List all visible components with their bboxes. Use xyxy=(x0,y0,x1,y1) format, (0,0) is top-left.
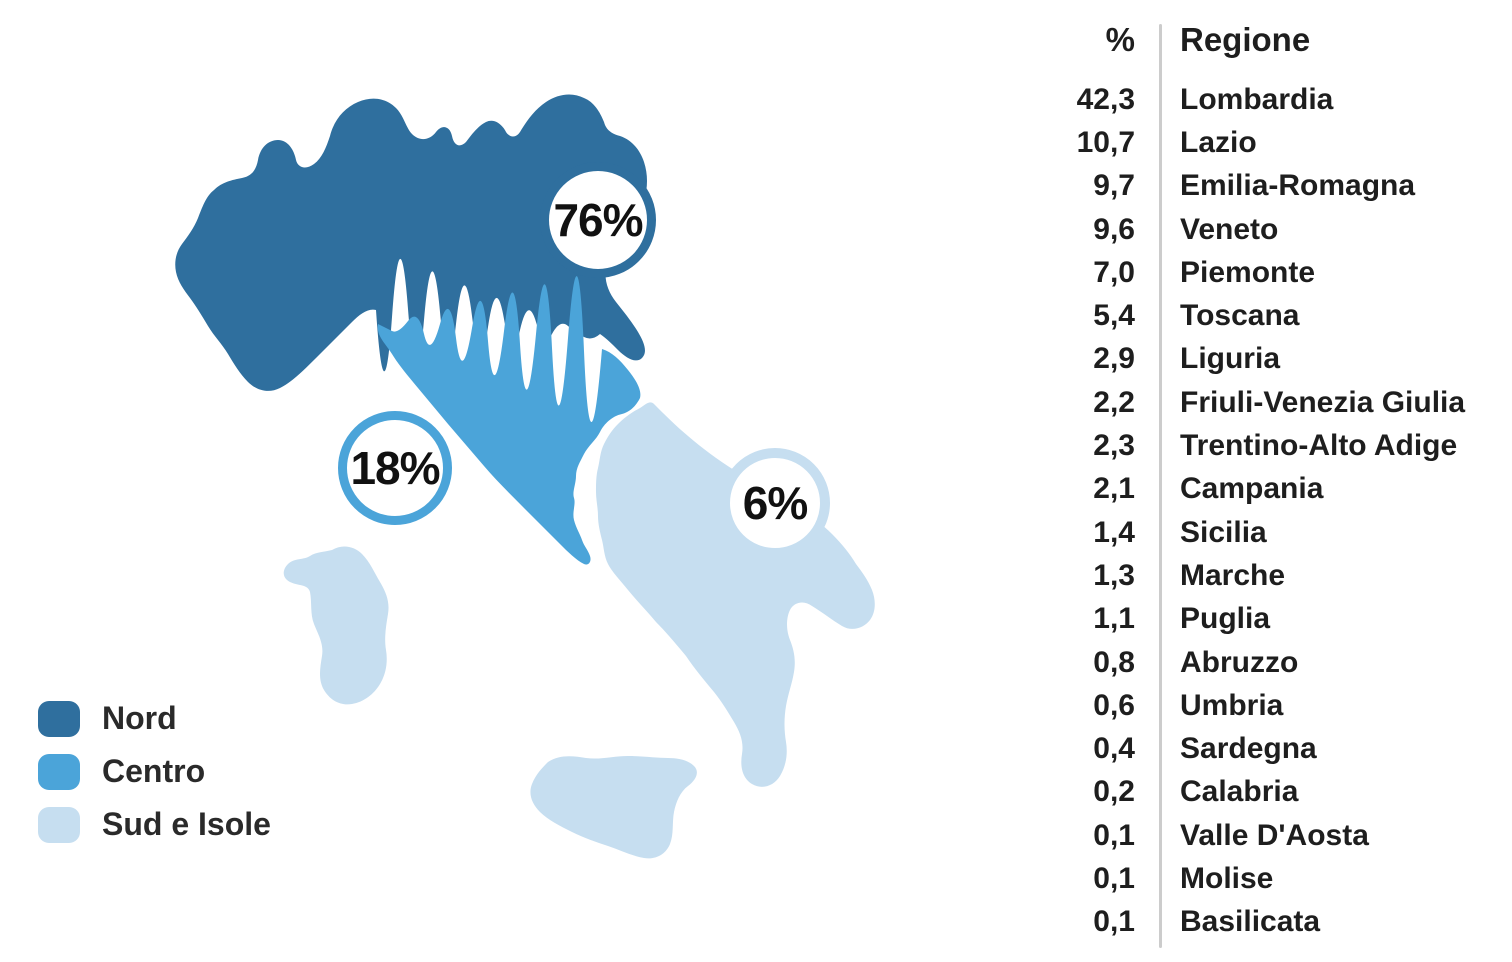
region-percent: 42,3 xyxy=(1076,82,1135,116)
region-name: Umbria xyxy=(1180,688,1284,722)
table-row: 0,2 Calabria xyxy=(1000,771,1500,814)
table-row: 0,6 Umbria xyxy=(1000,684,1500,727)
region-percent: 7,0 xyxy=(1093,255,1135,289)
region-percent: 10,7 xyxy=(1076,125,1135,159)
region-percent: 0,1 xyxy=(1093,861,1135,895)
region-name: Lombardia xyxy=(1180,82,1334,116)
region-name: Sardegna xyxy=(1180,732,1317,766)
region-percent: 0,4 xyxy=(1093,732,1135,766)
legend-label-nord: Nord xyxy=(102,700,177,736)
legend-label-sud: Sud e Isole xyxy=(102,806,271,842)
table-row: 2,2 Friuli-Venezia Giulia xyxy=(1000,381,1500,424)
legend-label-centro: Centro xyxy=(102,753,206,789)
percentage-badge-sud-label: 6% xyxy=(742,477,808,529)
table-row: 7,0 Piemonte xyxy=(1000,251,1500,294)
region-name: Lazio xyxy=(1180,125,1257,159)
region-name: Liguria xyxy=(1180,342,1281,376)
region-percent: 1,4 xyxy=(1093,515,1135,549)
table-body: 42,3 Lombardia 10,7 Lazio 9,7 Emilia-Romagn… xyxy=(1000,78,1500,944)
table-header-percent: % xyxy=(1105,21,1135,58)
map-region-sud xyxy=(596,402,875,787)
map-island-sardegna xyxy=(283,546,389,705)
map-region-nord xyxy=(175,94,647,391)
map-island-sicilia xyxy=(530,756,697,859)
table-row: 0,8 Abruzzo xyxy=(1000,641,1500,684)
region-name: Basilicata xyxy=(1180,905,1321,939)
region-percent: 9,6 xyxy=(1093,212,1135,246)
table-header-region: Regione xyxy=(1180,21,1311,58)
region-percent: 1,3 xyxy=(1093,558,1135,592)
region-name: Molise xyxy=(1180,861,1274,895)
percentage-badge-nord: 76% xyxy=(540,162,656,278)
legend-swatch-centro xyxy=(38,753,80,790)
region-name: Trentino-Alto Adige xyxy=(1180,429,1458,463)
table-row: 9,7 Emilia-Romagna xyxy=(1000,165,1500,208)
table-row: 0,1 Basilicata xyxy=(1000,901,1500,944)
percentage-badge-nord-label: 76% xyxy=(553,194,643,246)
table-row: 10,7 Lazio xyxy=(1000,121,1500,164)
region-name: Emilia-Romagna xyxy=(1180,169,1416,203)
legend-swatch-sud xyxy=(38,806,80,843)
region-percent: 0,1 xyxy=(1093,905,1135,939)
region-name: Friuli-Venezia Giulia xyxy=(1180,385,1466,419)
percentage-badge-centro-label: 18% xyxy=(350,442,440,494)
region-percent: 2,9 xyxy=(1093,342,1135,376)
table-row: 9,6 Veneto xyxy=(1000,208,1500,251)
region-name: Veneto xyxy=(1180,212,1279,246)
table-row: 2,1 Campania xyxy=(1000,468,1500,511)
table-row: 1,4 Sicilia xyxy=(1000,511,1500,554)
region-name: Piemonte xyxy=(1180,255,1316,289)
table-row: 1,1 Puglia xyxy=(1000,598,1500,641)
percentage-badge-sud: 6% xyxy=(720,448,830,558)
region-percent: 9,7 xyxy=(1093,169,1135,203)
table-row: 42,3 Lombardia xyxy=(1000,78,1500,121)
region-percent: 0,2 xyxy=(1093,775,1135,809)
table-row: 1,3 Marche xyxy=(1000,554,1500,597)
table-row: 5,4 Toscana xyxy=(1000,294,1500,337)
region-name: Calabria xyxy=(1180,775,1299,809)
region-name: Puglia xyxy=(1180,602,1271,636)
region-percent: 2,3 xyxy=(1093,429,1135,463)
region-percent: 5,4 xyxy=(1093,299,1135,333)
table-row: 2,9 Liguria xyxy=(1000,338,1500,381)
region-percent: 0,8 xyxy=(1093,645,1135,679)
legend-item-centro: Centro xyxy=(38,745,271,798)
table-row: 0,1 Valle D'Aosta xyxy=(1000,814,1500,857)
legend-item-nord: Nord xyxy=(38,692,271,745)
region-percent: 0,6 xyxy=(1093,688,1135,722)
region-percent: 1,1 xyxy=(1093,602,1135,636)
region-name: Marche xyxy=(1180,558,1286,592)
region-name: Toscana xyxy=(1180,299,1300,333)
legend-item-sud: Sud e Isole xyxy=(38,798,271,851)
table-row: 0,1 Molise xyxy=(1000,857,1500,900)
table-row: 2,3 Trentino-Alto Adige xyxy=(1000,424,1500,467)
table-row: 0,4 Sardegna xyxy=(1000,727,1500,770)
regions-table: % Regione 42,3 Lombardia 10,7 Lazio 9,7 Emi… xyxy=(1000,16,1500,948)
legend-swatch-nord xyxy=(38,700,80,737)
region-name: Abruzzo xyxy=(1180,645,1299,679)
table-header: % Regione xyxy=(1000,16,1500,64)
map-region-centro xyxy=(377,276,641,565)
percentage-badge-centro: 18% xyxy=(338,411,452,525)
region-name: Sicilia xyxy=(1180,515,1267,549)
region-name: Campania xyxy=(1180,472,1324,506)
region-percent: 2,2 xyxy=(1093,385,1135,419)
table-column-divider xyxy=(1159,24,1162,948)
italy-map xyxy=(175,94,875,859)
region-percent: 2,1 xyxy=(1093,472,1135,506)
region-name: Valle D'Aosta xyxy=(1180,818,1369,852)
map-legend: Nord Centro Sud e Isole xyxy=(38,692,271,851)
region-percent: 0,1 xyxy=(1093,818,1135,852)
